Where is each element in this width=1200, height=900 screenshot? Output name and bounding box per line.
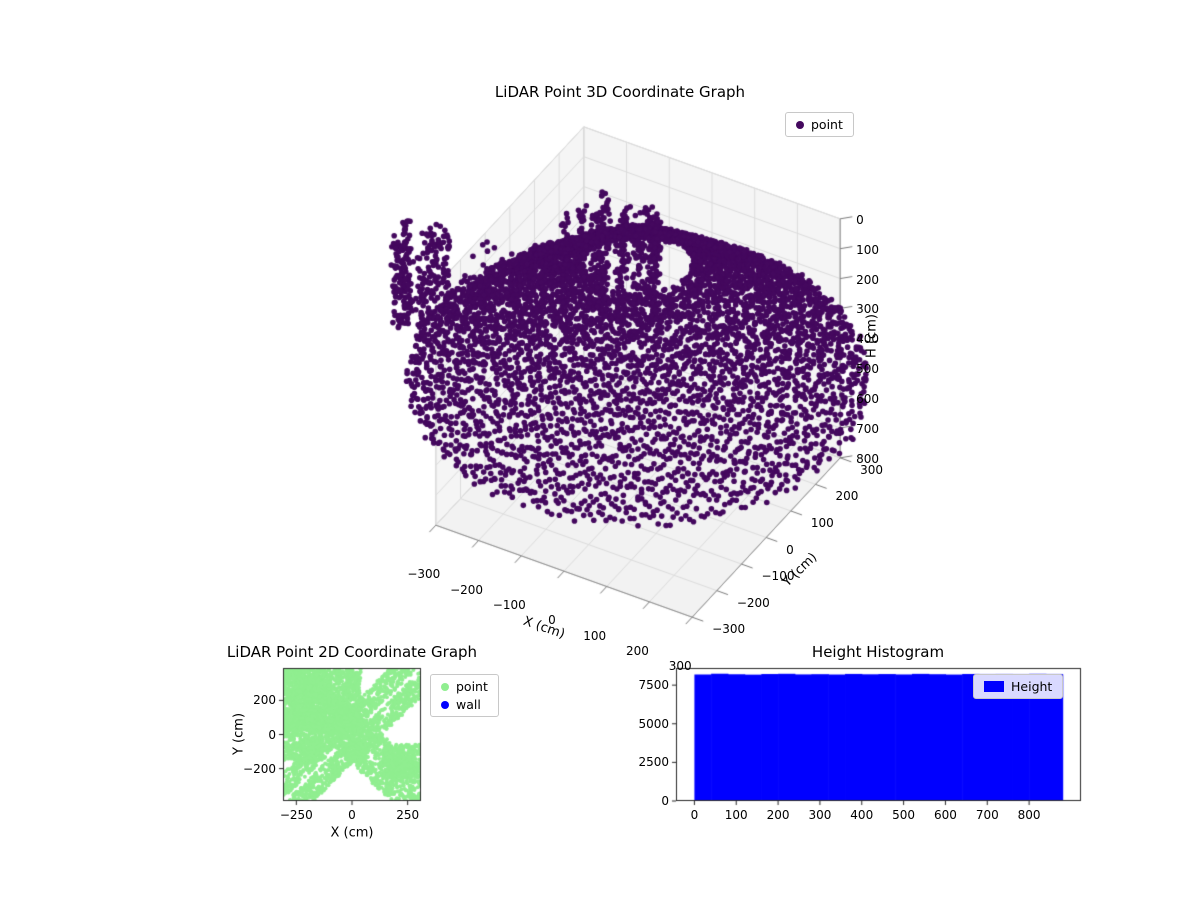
y-tick-label-2d: 0 <box>268 727 276 742</box>
x-axis-label-2d: X (cm) <box>330 825 374 841</box>
x-tick-label-hist: 100 <box>724 808 748 822</box>
y-tick-label-3d: 200 <box>835 489 859 504</box>
x-tick-label-hist: 600 <box>933 808 957 822</box>
z-tick-label-3d: 700 <box>856 421 880 436</box>
legend-entry: Height <box>984 679 1052 694</box>
y-tick-label-3d: −200 <box>736 595 770 610</box>
y-tick-label-hist: 5000 <box>638 716 669 731</box>
height-histogram-title: Height Histogram <box>811 643 945 661</box>
legend-patch-icon <box>984 681 1004 692</box>
legend-entry: point <box>796 117 843 132</box>
y-tick-label-hist: 2500 <box>638 755 669 770</box>
y-tick-label-3d: 300 <box>860 462 884 477</box>
legend-label: point <box>811 117 843 132</box>
z-tick-label-3d: 600 <box>856 392 880 407</box>
height-histogram-legend: Height <box>973 674 1064 699</box>
x-tick-label-3d: −300 <box>407 567 441 582</box>
z-tick-label-3d: 200 <box>856 272 880 287</box>
x-tick-label-3d: 0 <box>548 613 556 628</box>
x-tick-label-3d: −100 <box>492 597 526 612</box>
y-tick-label-hist: 0 <box>661 794 669 808</box>
lidar-3d-title: LiDAR Point 3D Coordinate Graph <box>494 83 746 101</box>
x-tick-label-hist: 300 <box>808 808 832 822</box>
legend-marker-icon <box>441 682 449 691</box>
lidar-2d-plot-canvas <box>270 658 430 813</box>
lidar-3d-legend: point <box>785 112 854 137</box>
lidar-2d-title: LiDAR Point 2D Coordinate Graph <box>226 643 478 661</box>
x-tick-label-hist: 700 <box>975 808 999 822</box>
x-tick-label-2d: −250 <box>279 808 313 822</box>
z-tick-label-3d: 300 <box>856 302 880 317</box>
x-tick-label-hist: 200 <box>766 808 790 822</box>
y-tick-label-3d: 100 <box>810 515 834 530</box>
x-tick-label-3d: 100 <box>583 628 607 643</box>
x-tick-label-hist: 400 <box>850 808 874 822</box>
y-tick-label-3d: −100 <box>761 569 795 584</box>
y-tick-label-2d: −200 <box>243 761 276 776</box>
x-tick-label-3d: 200 <box>625 643 649 658</box>
x-tick-label-3d: 300 <box>668 659 692 674</box>
y-tick-label-3d: −300 <box>712 622 746 637</box>
legend-marker-icon <box>796 120 804 129</box>
x-tick-label-hist: 800 <box>1017 808 1041 822</box>
legend-entry: point <box>441 679 488 694</box>
z-tick-label-3d: 400 <box>856 332 880 347</box>
legend-marker-icon <box>441 700 449 709</box>
x-tick-label-3d: −200 <box>450 582 484 597</box>
z-tick-label-3d: 800 <box>856 451 880 466</box>
legend-label: point <box>456 679 488 694</box>
lidar-3d-plot-canvas <box>330 95 920 680</box>
lidar-2d-legend: point wall <box>430 674 499 717</box>
legend-entry: wall <box>441 697 488 712</box>
legend-label: Height <box>1011 679 1053 694</box>
legend-label: wall <box>456 697 481 712</box>
y-tick-label-hist: 7500 <box>638 678 669 693</box>
x-tick-label-2d: 0 <box>348 808 356 822</box>
x-tick-label-2d: 250 <box>396 808 420 822</box>
y-axis-label-2d: Y (cm) <box>231 712 247 756</box>
x-tick-label-hist: 0 <box>690 808 699 822</box>
y-tick-label-3d: 0 <box>786 542 794 557</box>
z-tick-label-3d: 500 <box>856 362 880 377</box>
z-tick-label-3d: 0 <box>856 212 864 227</box>
x-tick-label-hist: 500 <box>892 808 916 822</box>
z-tick-label-3d: 100 <box>856 242 880 257</box>
y-tick-label-2d: 200 <box>253 693 276 708</box>
